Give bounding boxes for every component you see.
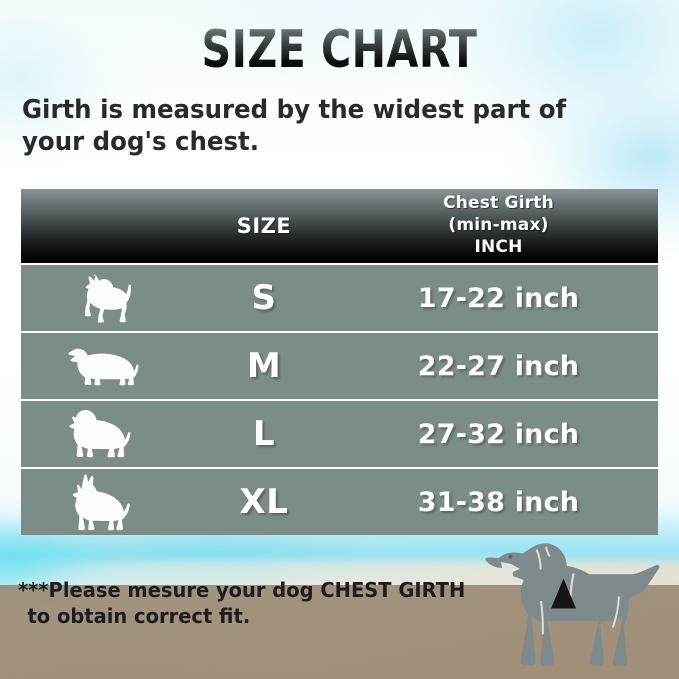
page-title: SIZE CHART — [41, 24, 639, 76]
size-value: XL — [239, 482, 289, 522]
row-size-cell: S — [189, 278, 339, 318]
header-girth-column: Chest Girth (min-max) INCH — [339, 193, 658, 258]
table-row: XL 31-38 inch — [21, 467, 658, 535]
row-icon-cell — [21, 343, 189, 389]
row-size-cell: M — [189, 346, 339, 386]
chest-girth-arrow — [551, 578, 576, 609]
chihuahua-icon — [68, 272, 142, 324]
row-icon-cell — [21, 407, 189, 461]
row-icon-cell — [21, 272, 189, 324]
dachshund-icon — [62, 343, 148, 389]
header-girth-label: Chest Girth (min-max) INCH — [443, 193, 554, 258]
girth-value: 22-27 inch — [417, 350, 580, 382]
table-header-row: SIZE Chest Girth (min-max) INCH — [21, 189, 658, 263]
footnote-line-1: ***Please mesure your dog CHEST GIRTH — [18, 578, 466, 602]
row-girth-cell: 31-38 inch — [339, 487, 658, 518]
dog-chest-girth-diagram — [470, 523, 678, 679]
header-size-label: SIZE — [236, 214, 292, 238]
table-row: S 17-22 inch — [21, 263, 658, 331]
size-value: M — [246, 346, 282, 386]
great-dane-icon — [65, 473, 145, 531]
header-girth-line3: INCH — [474, 236, 523, 257]
row-girth-cell: 17-22 inch — [339, 283, 658, 314]
row-icon-cell — [21, 473, 189, 531]
footnote: ***Please mesure your dog CHEST GIRTH to… — [18, 578, 512, 629]
girth-value: 17-22 inch — [417, 282, 580, 314]
table-row: L 27-32 inch — [21, 399, 658, 467]
size-value: S — [251, 278, 277, 318]
header-girth-line2: (min-max) — [448, 215, 549, 236]
row-girth-cell: 27-32 inch — [339, 419, 658, 450]
row-size-cell: L — [189, 414, 339, 454]
header-size-column: SIZE — [189, 214, 339, 238]
footnote-line-2: to obtain correct fit. — [27, 603, 251, 628]
table-row: M 22-27 inch — [21, 331, 658, 399]
page-subtitle: Girth is measured by the widest part of … — [22, 95, 567, 157]
row-size-cell: XL — [189, 482, 339, 522]
girth-value: 31-38 inch — [417, 486, 580, 518]
size-value: L — [252, 414, 276, 454]
girth-value: 27-32 inch — [417, 418, 580, 450]
mastiff-icon — [64, 407, 146, 461]
size-chart-table: SIZE Chest Girth (min-max) INCH S — [21, 189, 658, 535]
header-girth-line1: Chest Girth — [443, 193, 554, 214]
row-girth-cell: 22-27 inch — [339, 351, 658, 382]
